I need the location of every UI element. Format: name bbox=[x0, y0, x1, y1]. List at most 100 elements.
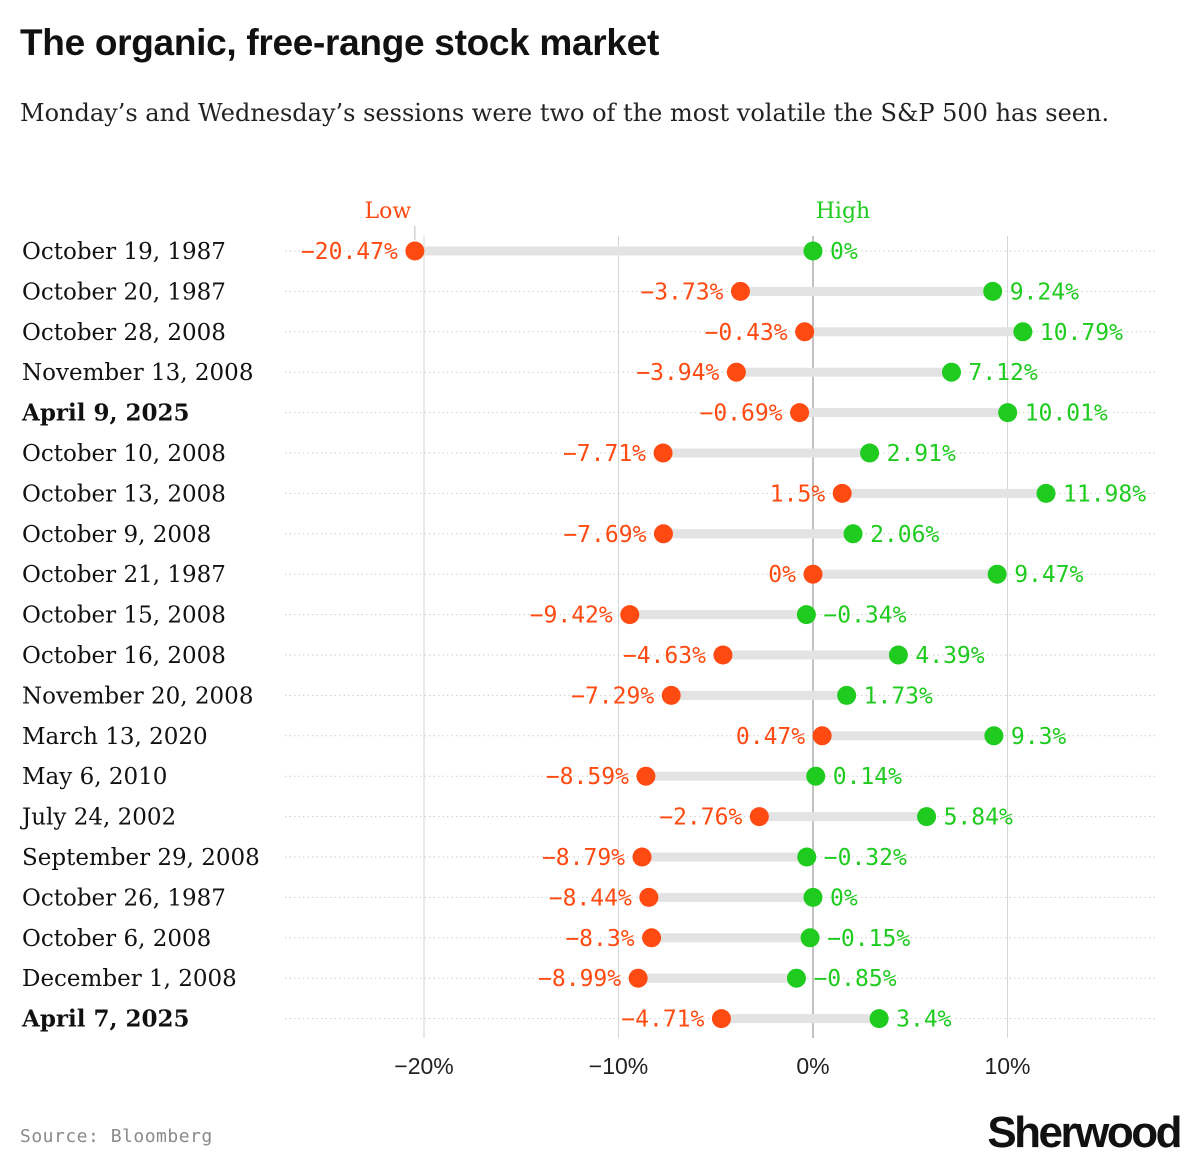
x-tick-label: 10% bbox=[984, 1053, 1030, 1079]
low-value-label: −20.47% bbox=[301, 239, 398, 265]
high-dot bbox=[1036, 483, 1056, 503]
x-tick-label: −20% bbox=[394, 1053, 453, 1079]
low-dot bbox=[795, 322, 815, 342]
row-date-label: October 21, 1987 bbox=[22, 562, 226, 588]
high-dot bbox=[941, 362, 961, 382]
low-dot bbox=[632, 847, 652, 867]
low-dot bbox=[405, 241, 425, 261]
chart-subtitle: Monday’s and Wednesday’s sessions were t… bbox=[20, 99, 1110, 127]
high-dot bbox=[837, 685, 857, 705]
row-date-label: November 20, 2008 bbox=[22, 683, 253, 709]
high-value-label: 3.4% bbox=[896, 1007, 952, 1033]
source-note: Source: Bloomberg bbox=[20, 1126, 213, 1147]
low-dot bbox=[642, 928, 662, 948]
low-dot bbox=[628, 968, 648, 988]
row-date-label: April 7, 2025 bbox=[21, 1006, 190, 1033]
high-value-label: 4.39% bbox=[915, 643, 984, 669]
x-tick-label: 0% bbox=[796, 1053, 829, 1079]
low-dot bbox=[713, 645, 733, 665]
row-date-label: October 13, 2008 bbox=[22, 481, 226, 507]
low-dot bbox=[726, 362, 746, 382]
low-dot bbox=[653, 524, 673, 544]
low-value-label: 0.47% bbox=[736, 724, 805, 750]
high-dot bbox=[797, 847, 817, 867]
high-dot bbox=[917, 807, 937, 827]
low-value-label: −4.71% bbox=[621, 1007, 704, 1033]
low-dot bbox=[749, 807, 769, 827]
high-dot bbox=[987, 564, 1007, 584]
sherwood-logo: Sherwood bbox=[987, 1108, 1182, 1157]
row-date-label: December 1, 2008 bbox=[22, 966, 237, 992]
high-value-label: −0.85% bbox=[813, 966, 896, 992]
high-dot bbox=[1013, 322, 1033, 342]
low-value-label: −7.29% bbox=[571, 683, 654, 709]
x-tick-label: −10% bbox=[589, 1053, 648, 1079]
high-dot bbox=[998, 403, 1018, 423]
low-value-label: −7.69% bbox=[563, 522, 646, 548]
high-dot bbox=[806, 766, 826, 786]
row-date-label: April 9, 2025 bbox=[21, 400, 190, 427]
low-dot bbox=[730, 281, 750, 301]
high-dot bbox=[803, 241, 823, 261]
row-date-label: March 13, 2020 bbox=[22, 724, 208, 750]
row-date-label: September 29, 2008 bbox=[22, 845, 260, 871]
low-value-label: 0% bbox=[768, 562, 796, 588]
low-dot bbox=[653, 443, 673, 463]
low-dot bbox=[620, 605, 640, 625]
high-value-label: 5.84% bbox=[944, 805, 1013, 831]
high-dot bbox=[888, 645, 908, 665]
low-value-label: 1.5% bbox=[770, 481, 826, 507]
high-dot bbox=[800, 928, 820, 948]
low-dot bbox=[812, 726, 832, 746]
low-value-label: −8.59% bbox=[546, 764, 629, 790]
low-dot bbox=[661, 685, 681, 705]
low-value-label: −8.99% bbox=[538, 966, 621, 992]
high-dot bbox=[860, 443, 880, 463]
row-date-label: October 19, 1987 bbox=[22, 239, 226, 265]
legend-low: Low bbox=[365, 199, 412, 224]
chart-title: The organic, free-range stock market bbox=[20, 22, 659, 63]
high-value-label: 11.98% bbox=[1063, 481, 1146, 507]
low-value-label: −8.3% bbox=[565, 926, 634, 952]
high-value-label: 2.06% bbox=[870, 522, 939, 548]
row-date-label: October 20, 1987 bbox=[22, 279, 226, 305]
low-dot bbox=[832, 483, 852, 503]
high-value-label: −0.34% bbox=[823, 603, 906, 629]
low-dot bbox=[790, 403, 810, 423]
high-dot bbox=[843, 524, 863, 544]
high-value-label: 9.3% bbox=[1011, 724, 1067, 750]
low-value-label: −0.43% bbox=[705, 320, 788, 346]
row-date-label: October 28, 2008 bbox=[22, 320, 226, 346]
high-value-label: 10.79% bbox=[1040, 320, 1123, 346]
high-dot bbox=[983, 281, 1003, 301]
high-value-label: 0% bbox=[830, 239, 858, 265]
row-date-label: November 13, 2008 bbox=[22, 360, 253, 386]
high-value-label: 7.12% bbox=[968, 360, 1037, 386]
high-value-label: 0.14% bbox=[833, 764, 902, 790]
high-value-label: 9.24% bbox=[1010, 279, 1079, 305]
high-value-label: 1.73% bbox=[864, 683, 933, 709]
low-dot bbox=[639, 887, 659, 907]
row-date-label: October 9, 2008 bbox=[22, 522, 211, 548]
low-value-label: −0.69% bbox=[699, 401, 782, 427]
high-dot bbox=[796, 605, 816, 625]
high-value-label: 9.47% bbox=[1014, 562, 1083, 588]
high-value-label: −0.15% bbox=[827, 926, 910, 952]
dumbbell-chart: Low High October 19, 1987 −20.47% 0% October … bbox=[20, 199, 1158, 1079]
row-date-label: October 15, 2008 bbox=[22, 603, 226, 629]
low-value-label: −8.44% bbox=[549, 885, 632, 911]
low-value-label: −3.94% bbox=[636, 360, 719, 386]
high-dot bbox=[984, 726, 1004, 746]
low-value-label: −7.71% bbox=[563, 441, 646, 467]
row-date-label: October 16, 2008 bbox=[22, 643, 226, 669]
high-value-label: −0.32% bbox=[824, 845, 907, 871]
row-date-label: October 26, 1987 bbox=[22, 885, 226, 911]
low-value-label: −9.42% bbox=[530, 603, 613, 629]
low-value-label: −8.79% bbox=[542, 845, 625, 871]
high-value-label: 10.01% bbox=[1025, 401, 1108, 427]
high-value-label: 0% bbox=[830, 885, 858, 911]
row-date-label: October 10, 2008 bbox=[22, 441, 226, 467]
row-date-label: October 6, 2008 bbox=[22, 926, 211, 952]
low-dot bbox=[711, 1009, 731, 1029]
row-date-label: July 24, 2002 bbox=[20, 805, 176, 831]
